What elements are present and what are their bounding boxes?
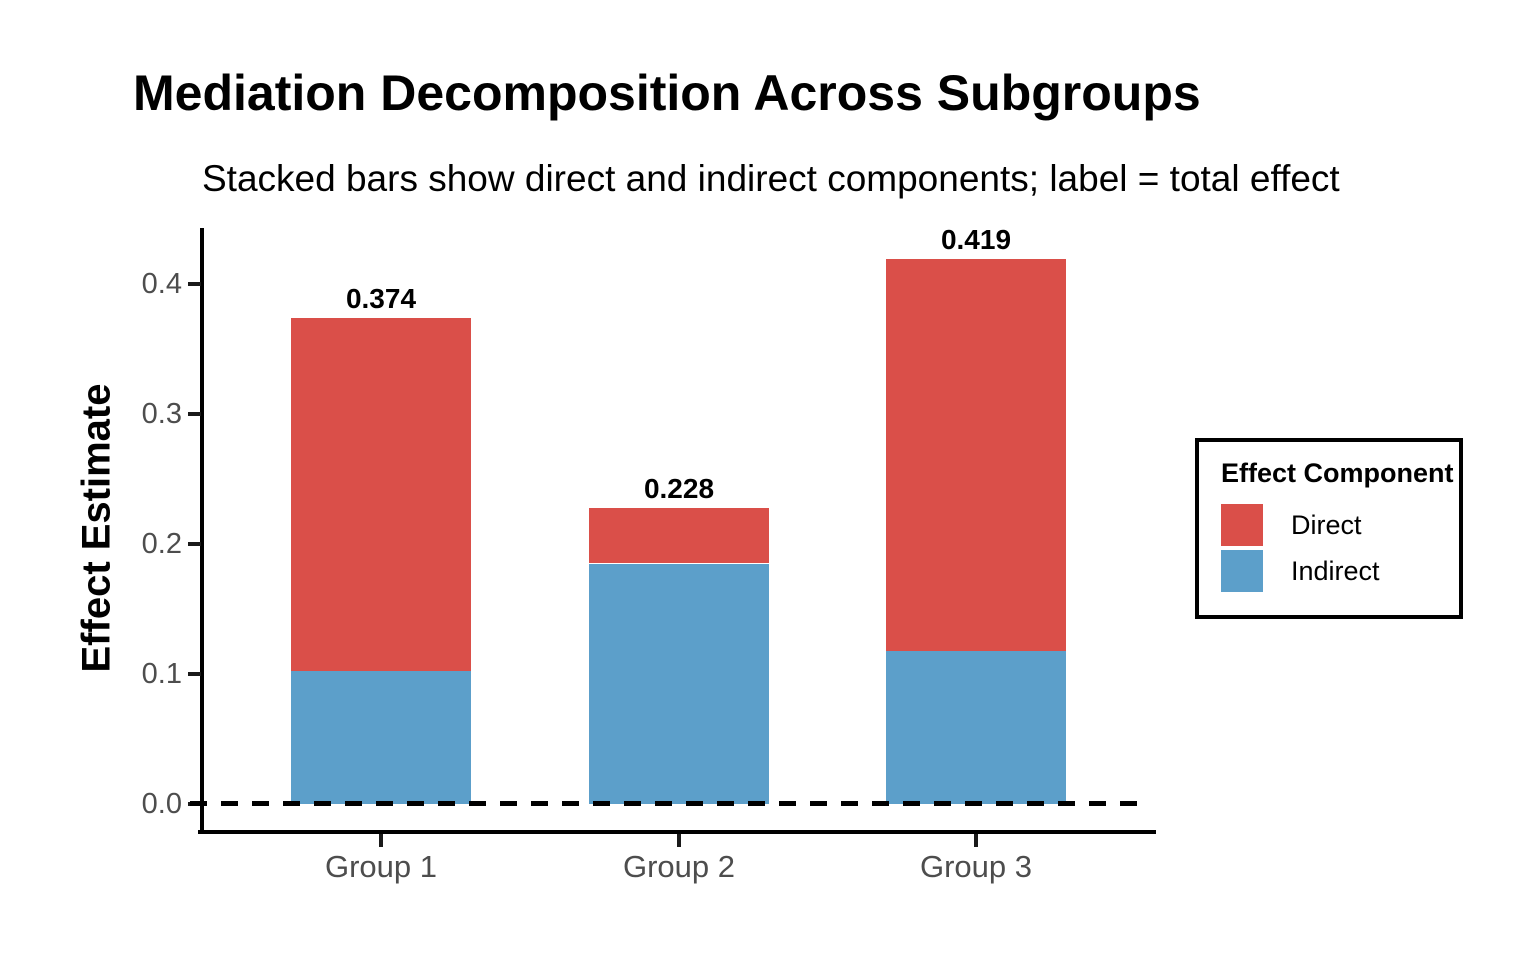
x-tick-label-2: Group 2 (622, 849, 735, 884)
y-axis-line (200, 228, 204, 834)
legend-label-direct: Direct (1291, 509, 1362, 540)
y-tick-label-0.1: 0.1 (141, 658, 182, 690)
indirect-color-swatch (1221, 550, 1263, 592)
bar-indirect-1 (291, 671, 471, 804)
x-axis-line (198, 830, 1156, 834)
direct-color-swatch (1221, 504, 1263, 546)
x-tick-label-3: Group 3 (919, 849, 1032, 884)
x-tick-label-1: Group 1 (324, 849, 437, 884)
bar-total-label-2: 0.228 (643, 472, 715, 504)
y-tick-label-0.4: 0.4 (141, 268, 182, 300)
y-tick-label-0.0: 0.0 (141, 788, 182, 820)
bar-indirect-3 (886, 650, 1066, 804)
legend-item-indirect: Indirect (1221, 550, 1380, 592)
y-tick-0.4 (188, 282, 201, 286)
bar-direct-2 (589, 507, 769, 564)
chart-subtitle: Stacked bars show direct and indirect co… (202, 158, 1340, 199)
x-tick-2 (677, 834, 681, 847)
legend-title: Effect Component (1221, 458, 1454, 488)
bar-indirect-2 (589, 563, 769, 804)
chart-title: Mediation Decomposition Across Subgroups (133, 65, 1201, 121)
y-tick-label-0.3: 0.3 (141, 398, 182, 430)
x-tick-3 (974, 834, 978, 847)
y-tick-0.3 (188, 412, 201, 416)
x-tick-1 (379, 834, 383, 847)
legend-item-direct: Direct (1221, 504, 1362, 546)
bar-direct-1 (291, 317, 471, 672)
bar-total-label-1: 0.374 (345, 282, 417, 314)
bar-direct-3 (886, 259, 1066, 651)
zero-reference-line (190, 801, 1148, 806)
bar-total-label-3: 0.419 (940, 224, 1012, 256)
y-tick-0.2 (188, 542, 201, 546)
y-tick-label-0.2: 0.2 (141, 528, 182, 560)
legend-label-indirect: Indirect (1291, 555, 1380, 586)
y-tick-0.1 (188, 672, 201, 676)
legend: Effect Component Direct Indirect (1195, 438, 1463, 619)
